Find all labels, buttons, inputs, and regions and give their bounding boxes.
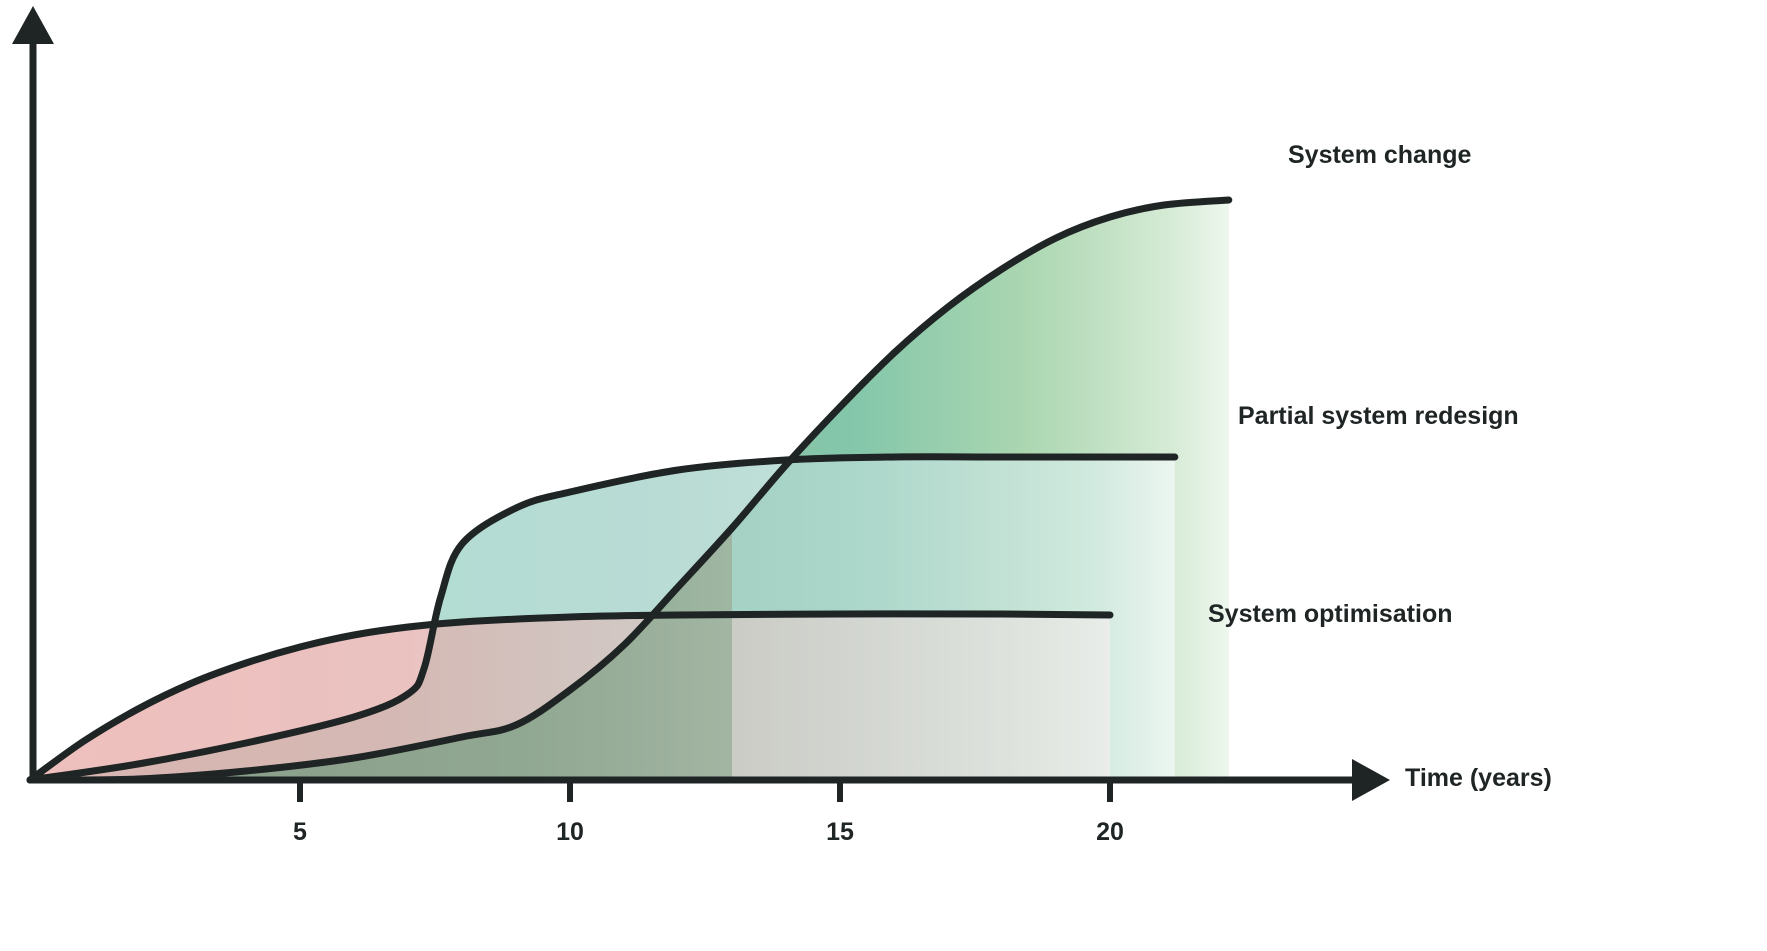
- x-tick-label: 5: [293, 818, 307, 846]
- x-tick-label: 15: [826, 818, 854, 846]
- x-tick-label: 20: [1096, 818, 1124, 846]
- series-line-system-change: [26, 196, 1233, 784]
- series-lines: [26, 196, 1233, 784]
- series-label-system-optimisation: System optimisation: [1208, 600, 1453, 628]
- x-axis-ticks: 5 10 15 20: [293, 780, 1124, 846]
- x-tick-label: 10: [556, 818, 584, 846]
- series-line-system-optimisation: [26, 610, 1114, 784]
- series-label-system-change: System change: [1288, 141, 1472, 169]
- area-fill-base: [30, 528, 732, 780]
- y-axis-arrowhead: [12, 6, 54, 44]
- x-axis-label: Time (years): [1405, 764, 1552, 792]
- x-axis-arrowhead: [1352, 759, 1390, 801]
- series-line-partial-system-redesign: [26, 453, 1179, 784]
- area-fills: [30, 200, 1229, 780]
- series-label-partial-system-redesign: Partial system redesign: [1238, 402, 1519, 430]
